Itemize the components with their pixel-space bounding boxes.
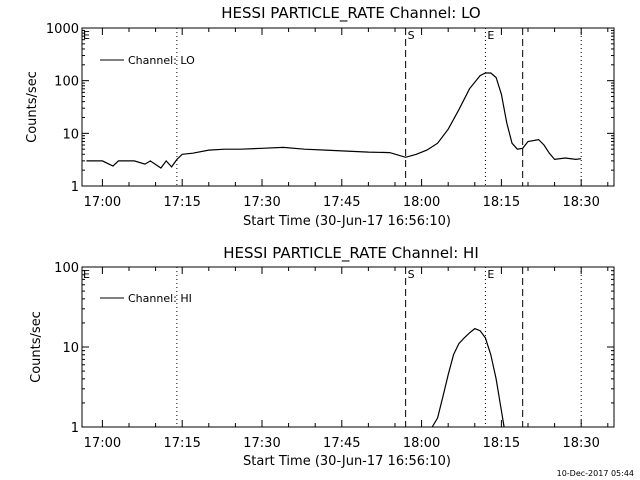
- bottom-y-tick-label: 100: [54, 261, 79, 276]
- top-marker-label-left-e: E: [83, 29, 90, 42]
- bottom-x-tick-label: 18:15: [483, 436, 520, 451]
- top-panel: HESSI PARTICLE_RATE Channel: LO S EE 1101…: [25, 4, 615, 229]
- bottom-y-tick-label: 1: [71, 421, 79, 436]
- bottom-plot-frame: [81, 266, 615, 428]
- top-series-line-1: [86, 72, 582, 169]
- top-plot-frame: [81, 27, 615, 187]
- top-marker-label-s: S: [408, 29, 415, 42]
- top-x-tick-label: 17:00: [84, 195, 121, 210]
- bottom-y-axis-label: Counts/sec: [29, 311, 44, 383]
- top-y-ticks: 1 10 100 1000: [46, 22, 614, 195]
- top-panel-title: HESSI PARTICLE_RATE Channel: LO: [221, 4, 480, 23]
- top-y-axis-label: Counts/sec: [25, 71, 40, 143]
- bottom-event-markers: S EE: [83, 267, 582, 427]
- bottom-marker-label-e: E: [487, 268, 494, 281]
- top-series: [86, 72, 582, 169]
- top-x-ticks: 17:00 17:15 17:30 17:45 18:00 18:15 18:30: [84, 28, 609, 210]
- bottom-x-tick-label: 18:00: [403, 436, 440, 451]
- top-y-tick-label: 1000: [46, 22, 79, 37]
- top-legend-label: Channel: LO: [128, 54, 195, 67]
- bottom-panel: HESSI PARTICLE_RATE Channel: HI S EE 1101…: [29, 244, 615, 469]
- bottom-x-axis-label: Start Time (30-Jun-17 16:56:10): [243, 454, 451, 469]
- top-x-tick-label: 17:30: [243, 195, 280, 210]
- top-x-axis-label: Start Time (30-Jun-17 16:56:10): [243, 214, 451, 229]
- top-x-tick-label: 18:00: [403, 195, 440, 210]
- top-event-markers: S EE: [83, 28, 582, 186]
- bottom-y-ticks: 1 10 100: [54, 261, 614, 436]
- top-x-tick-label: 17:45: [323, 195, 360, 210]
- bottom-x-tick-label: 17:15: [163, 436, 200, 451]
- bottom-marker-label-left-e: E: [83, 268, 90, 281]
- bottom-x-tick-label: 17:00: [84, 436, 121, 451]
- top-x-tick-label: 18:30: [562, 195, 599, 210]
- top-y-tick-label: 10: [62, 127, 79, 142]
- footer-timestamp: 10-Dec-2017 05:44: [557, 469, 634, 478]
- bottom-legend-label: Channel: HI: [128, 292, 192, 305]
- bottom-series-line-1: [431, 327, 505, 428]
- top-marker-label-e: E: [487, 29, 494, 42]
- bottom-y-tick-label: 10: [62, 341, 79, 356]
- bottom-x-tick-label: 17:45: [323, 436, 360, 451]
- bottom-x-tick-label: 17:30: [243, 436, 280, 451]
- bottom-x-ticks: 17:00 17:15 17:30 17:45 18:00 18:15 18:30: [84, 267, 609, 451]
- bottom-marker-label-s: S: [408, 268, 415, 281]
- top-x-tick-label: 18:15: [483, 195, 520, 210]
- bottom-series: [431, 327, 505, 428]
- bottom-panel-title: HESSI PARTICLE_RATE Channel: HI: [223, 244, 479, 263]
- top-y-tick-label: 100: [54, 75, 79, 90]
- top-x-tick-label: 17:15: [163, 195, 200, 210]
- top-y-tick-label: 1: [71, 180, 79, 195]
- bottom-x-tick-label: 18:30: [562, 436, 599, 451]
